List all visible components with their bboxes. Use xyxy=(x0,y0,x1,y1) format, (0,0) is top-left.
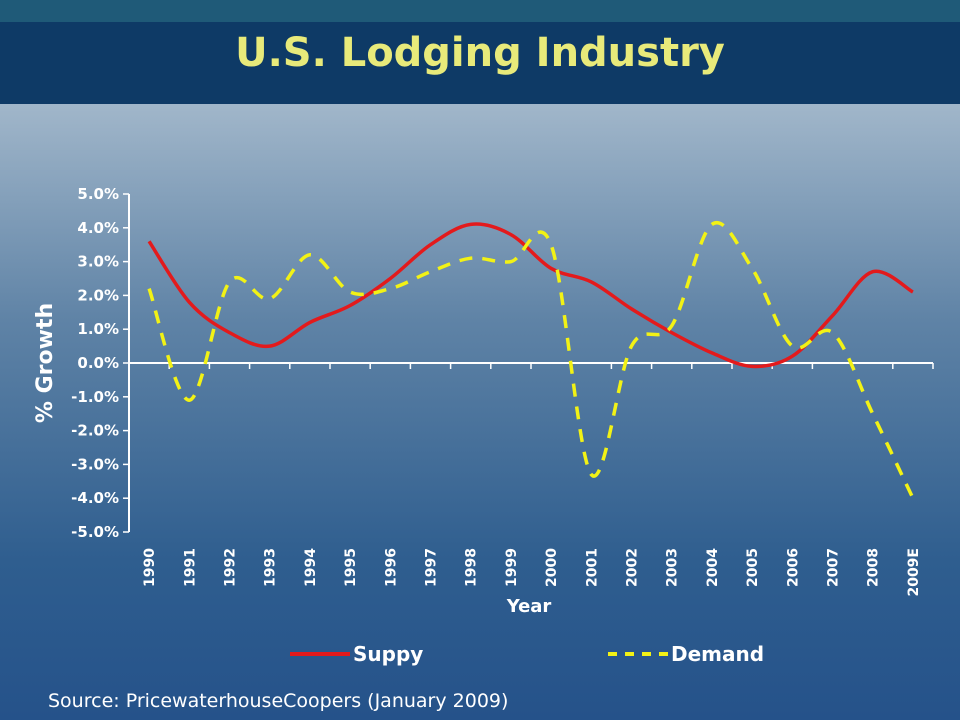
x-tick-label: 1998 xyxy=(464,548,480,587)
title-banner xyxy=(0,22,960,104)
y-tick-label: 5.0% xyxy=(77,185,119,203)
y-tick-label: -1.0% xyxy=(71,388,119,406)
x-tick-label: 2003 xyxy=(665,548,681,587)
y-tick-label: 2.0% xyxy=(77,286,119,304)
x-tick-label: 1992 xyxy=(223,548,239,587)
x-tick-label: 1995 xyxy=(343,548,359,587)
x-tick-label: 1991 xyxy=(182,548,198,587)
series-line-demand xyxy=(147,221,915,499)
y-tick-label: 1.0% xyxy=(77,320,119,338)
x-tick-label: 1996 xyxy=(383,548,399,587)
x-tick-label: 2005 xyxy=(745,548,761,587)
y-tick-label: 4.0% xyxy=(77,219,119,237)
x-tick-label: 1990 xyxy=(142,548,158,587)
x-tick-label: 2008 xyxy=(866,548,882,587)
x-tick-label: 2002 xyxy=(625,548,641,587)
x-tick-label: 2004 xyxy=(705,548,721,587)
series-line-suppy xyxy=(147,222,914,369)
x-tick-label: 1993 xyxy=(263,548,279,587)
source-note: Source: PricewaterhouseCoopers (January … xyxy=(48,690,509,712)
x-tick-label: 2007 xyxy=(826,548,842,587)
y-tick-label: -4.0% xyxy=(71,489,119,507)
x-tick-label: 1997 xyxy=(424,548,440,587)
slide-title: U.S. Lodging Industry xyxy=(235,30,725,76)
y-tick-label: -5.0% xyxy=(71,523,119,541)
y-tick-label: 0.0% xyxy=(77,354,119,372)
x-tick-label: 2001 xyxy=(584,548,600,587)
x-tick-label: 1994 xyxy=(303,548,319,587)
x-tick-label: 1999 xyxy=(504,548,520,587)
y-tick-label: 3.0% xyxy=(77,253,119,271)
x-tick-label: 2000 xyxy=(544,548,560,587)
y-tick-label: -3.0% xyxy=(71,455,119,473)
x-axis-title: Year xyxy=(506,596,552,617)
y-axis-title: % Growth xyxy=(33,303,58,423)
x-tick-label: 2009E xyxy=(906,548,922,597)
legend-label-suppy: Suppy xyxy=(353,642,423,666)
legend-label-demand: Demand xyxy=(671,642,764,666)
y-tick-label: -2.0% xyxy=(71,422,119,440)
top-accent-bar xyxy=(0,0,960,22)
line-chart: 5.0% 4.0% 3.0% 2.0% 1.0% 0.0% -1.0% -2.0% -3.0% -… xyxy=(33,185,922,666)
x-tick-label: 2006 xyxy=(785,548,801,587)
